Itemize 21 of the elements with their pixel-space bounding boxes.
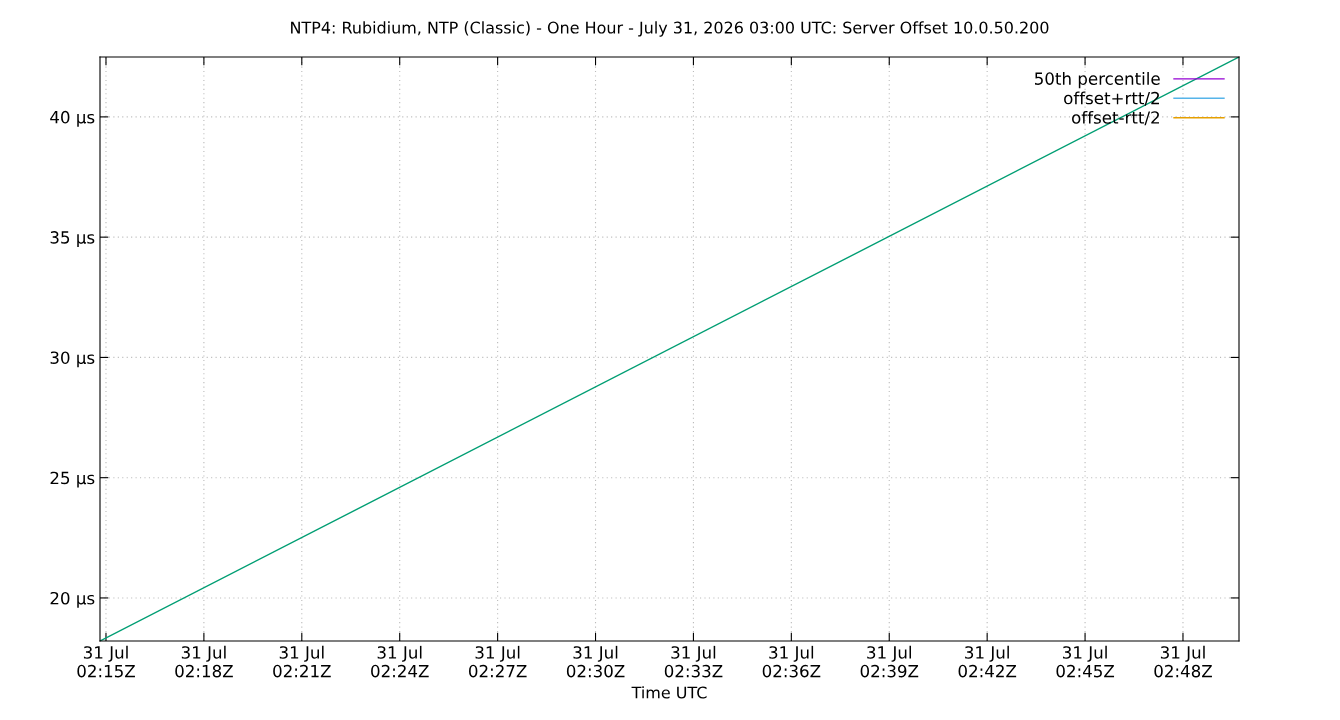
- x-tick-label: 31 Jul 02:21Z: [273, 645, 331, 678]
- x-tick-label: 31 Jul 02:33Z: [664, 645, 723, 678]
- legend-label: 50th percentile: [1035, 72, 1160, 89]
- y-tick-label: 40 µs: [50, 110, 95, 127]
- x-tick-label: 31 Jul 02:18Z: [175, 645, 233, 678]
- y-tick-label: 25 µs: [50, 471, 95, 488]
- y-tick-label: 35 µs: [50, 231, 95, 247]
- x-tick-label: 31 Jul 02:42Z: [958, 645, 1017, 678]
- x-tick-label: 31 Jul 02:39Z: [860, 645, 919, 678]
- x-tick-label: 31 Jul 02:15Z: [77, 645, 135, 678]
- x-tick-label: 31 Jul 02:48Z: [1154, 645, 1212, 678]
- x-tick-label: 31 Jul 02:27Z: [468, 645, 527, 678]
- legend-label: offset+rtt/2: [1064, 91, 1159, 106]
- x-tick-label: 31 Jul 02:45Z: [1056, 645, 1115, 678]
- x-tick-label: 31 Jul 02:30Z: [566, 645, 625, 678]
- y-tick-label: 20 µs: [50, 591, 95, 608]
- y-tick-label: 30 µs: [50, 351, 95, 368]
- x-tick-label: 31 Jul 02:36Z: [762, 645, 821, 678]
- x-axis-title: Time UTC: [631, 686, 707, 699]
- chart-title: NTP4: Rubidium, NTP (Classic) - One Hour - July 31, 2026 03:00 UTC: Server Offset 10.0.50.200: [291, 21, 1049, 37]
- x-tick-label: 31 Jul 02:24Z: [371, 645, 429, 678]
